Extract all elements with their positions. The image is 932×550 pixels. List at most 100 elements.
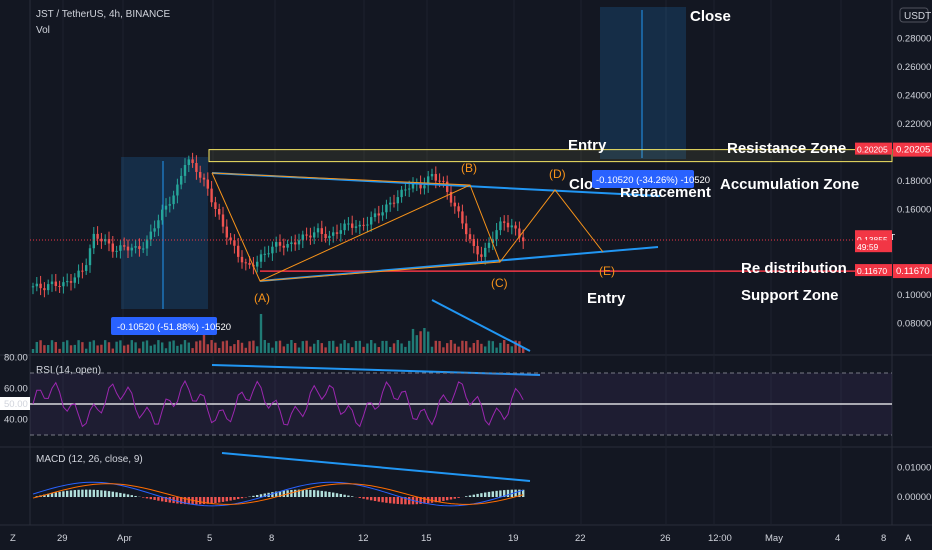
candle-body xyxy=(370,217,373,225)
candle-body xyxy=(100,238,103,242)
candle-body xyxy=(499,221,502,231)
candle-body xyxy=(134,246,137,248)
volume-bar xyxy=(408,340,411,353)
volume-bar xyxy=(362,346,365,353)
macd-bar xyxy=(343,494,346,497)
price-tick: 0.10000 xyxy=(897,290,931,301)
candle-body xyxy=(286,244,289,248)
volume-bar xyxy=(506,343,510,353)
candle-body xyxy=(408,188,411,190)
volume-bar xyxy=(252,340,255,353)
candle-body xyxy=(191,159,194,164)
volume-bar xyxy=(202,323,206,353)
candle-body xyxy=(328,235,331,239)
macd-bar xyxy=(305,489,308,497)
macd-trendline xyxy=(221,452,531,482)
candle-body xyxy=(446,181,449,192)
volume-bar xyxy=(107,342,111,353)
volume-bar xyxy=(297,347,301,353)
candle-body xyxy=(461,211,464,224)
time-label: 4 xyxy=(835,533,840,544)
candle-body xyxy=(73,277,76,283)
volume-layer xyxy=(31,313,525,353)
volume-bar xyxy=(92,340,95,353)
annotation-support-zone: Support Zone xyxy=(741,287,839,304)
price-tick: 0.22000 xyxy=(897,119,931,130)
macd-bar xyxy=(92,489,95,497)
time-label: 15 xyxy=(421,533,432,544)
resistance-zone-box xyxy=(208,149,893,163)
rsi-layer xyxy=(30,372,892,436)
volume-bar xyxy=(522,347,525,353)
macd-bar xyxy=(168,497,171,503)
candle-body xyxy=(453,202,456,207)
annotation-close-top: Close xyxy=(690,8,731,25)
volume-bar xyxy=(168,341,171,353)
macd-bar xyxy=(309,489,312,497)
candle-body xyxy=(503,221,506,223)
auto-scale-icon[interactable]: A xyxy=(905,533,912,544)
candle-body xyxy=(149,231,152,240)
time-label: 8 xyxy=(269,533,274,544)
macd-bar xyxy=(111,491,114,497)
price-tag-box xyxy=(855,240,892,253)
time-label: May xyxy=(765,533,783,544)
price-tag-box xyxy=(855,142,892,155)
candle-body xyxy=(419,182,422,189)
macd-bar xyxy=(43,494,46,497)
macd-bar xyxy=(438,497,441,502)
macd-bar xyxy=(487,491,491,497)
annotation-re-distribution: Re distribution xyxy=(741,260,847,277)
volume-bar xyxy=(449,340,453,353)
volume-bar xyxy=(461,340,464,353)
macd-bar xyxy=(126,494,130,497)
volume-bar xyxy=(354,340,358,353)
macd-bar xyxy=(252,495,255,497)
macd-bar xyxy=(316,490,320,497)
volume-bar xyxy=(392,343,396,353)
volume-bar xyxy=(138,348,141,353)
price-tag: 49:59 xyxy=(857,242,879,252)
rsi-tick: 40.00 xyxy=(4,415,28,426)
candle-body xyxy=(449,191,453,203)
candle-body xyxy=(373,213,377,218)
volume-bar xyxy=(476,340,479,353)
volume-bar xyxy=(88,341,92,353)
candle-body xyxy=(202,177,206,180)
macd-bar xyxy=(373,497,377,502)
volume-bar xyxy=(263,340,266,353)
candle-body xyxy=(316,228,320,233)
wave-label-d: (D) xyxy=(549,167,566,181)
candle-body xyxy=(305,234,308,236)
volume-bar xyxy=(514,340,517,353)
macd-bar xyxy=(183,497,187,505)
macd-bar xyxy=(282,490,285,497)
currency-badge[interactable]: USDT xyxy=(904,11,931,22)
macd-bar xyxy=(297,489,301,497)
volume-bar xyxy=(172,340,175,353)
volume-bar xyxy=(69,345,73,353)
volume-bar xyxy=(442,347,445,353)
currency-badge-box[interactable] xyxy=(899,7,929,23)
volume-bar xyxy=(62,341,65,353)
timezone-icon[interactable]: Z xyxy=(10,533,16,544)
volume-bar xyxy=(503,340,506,353)
candle-body xyxy=(514,225,517,229)
macd-bar xyxy=(54,492,57,497)
candle-body xyxy=(214,202,217,209)
candle-body xyxy=(320,228,323,234)
macd-bar xyxy=(107,491,111,497)
candle-body xyxy=(275,242,278,247)
annotation-accumulation-zone: Accumulation Zone xyxy=(720,176,859,193)
volume-bar xyxy=(180,344,183,353)
candle-body xyxy=(43,288,46,291)
volume-bar xyxy=(54,342,57,353)
volume-bar xyxy=(335,346,339,353)
candle-body xyxy=(290,242,293,245)
volume-bar xyxy=(343,340,346,353)
volume-bar xyxy=(286,343,289,353)
volume-bar xyxy=(381,340,384,353)
volume-bar xyxy=(278,340,282,353)
